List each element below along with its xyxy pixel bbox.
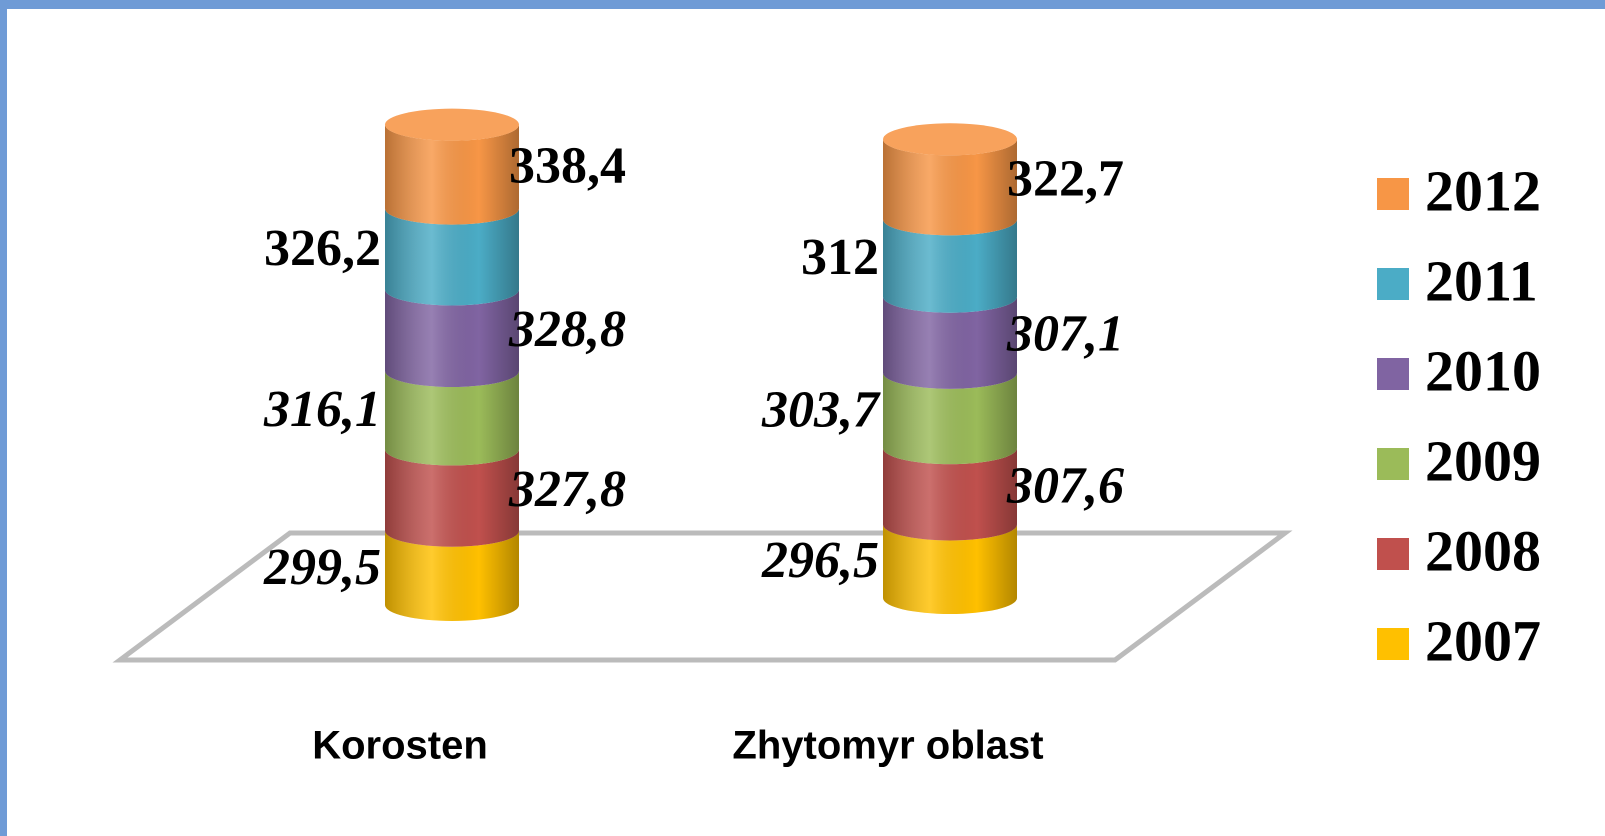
segment-shade (385, 124, 519, 225)
segment-shade (883, 296, 1017, 389)
value-label: 328,8 (508, 301, 626, 358)
value-label: 303,7 (761, 381, 881, 438)
segment-shade (883, 372, 1017, 465)
legend-label: 2008 (1425, 518, 1541, 583)
segment-shade (883, 524, 1017, 614)
cylinder-top (883, 123, 1017, 156)
segment-shade (883, 219, 1017, 313)
legend-label: 2007 (1425, 608, 1541, 673)
value-label: 338,4 (509, 138, 626, 195)
segment-shade (385, 530, 519, 621)
value-label: 326,2 (264, 220, 381, 277)
legend-label: 2010 (1425, 338, 1541, 403)
segment-shade (385, 449, 519, 547)
legend-swatch (1377, 178, 1409, 210)
segment-shade (385, 371, 519, 466)
segment-shade (385, 289, 519, 388)
value-label: 327,8 (508, 461, 626, 518)
frame-top (0, 0, 1605, 9)
segment-shade (883, 448, 1017, 541)
category-label: Zhytomyr oblast (732, 724, 1043, 768)
legend-swatch (1377, 358, 1409, 390)
legend-swatch (1377, 448, 1409, 480)
value-label: 296,5 (761, 532, 879, 589)
legend-swatch (1377, 268, 1409, 300)
legend-label: 2009 (1425, 428, 1541, 493)
value-label: 312 (801, 229, 879, 286)
value-label: 322,7 (1007, 150, 1124, 207)
cylinder-top (385, 108, 519, 141)
segment-shade (385, 208, 519, 306)
cylinder-top-highlight (883, 123, 1017, 156)
legend-label: 2011 (1425, 248, 1538, 313)
value-label: 307,6 (1006, 457, 1124, 514)
cylinder-top-highlight (385, 108, 519, 141)
value-label: 316,1 (263, 381, 381, 438)
legend-label: 2012 (1425, 158, 1541, 223)
value-label: 299,5 (263, 539, 381, 596)
legend-swatch (1377, 538, 1409, 570)
value-label: 307,1 (1006, 306, 1124, 363)
legend-swatch (1377, 628, 1409, 660)
segment-shade (883, 139, 1017, 236)
category-label: Korosten (312, 724, 488, 768)
frame-left (0, 0, 7, 836)
